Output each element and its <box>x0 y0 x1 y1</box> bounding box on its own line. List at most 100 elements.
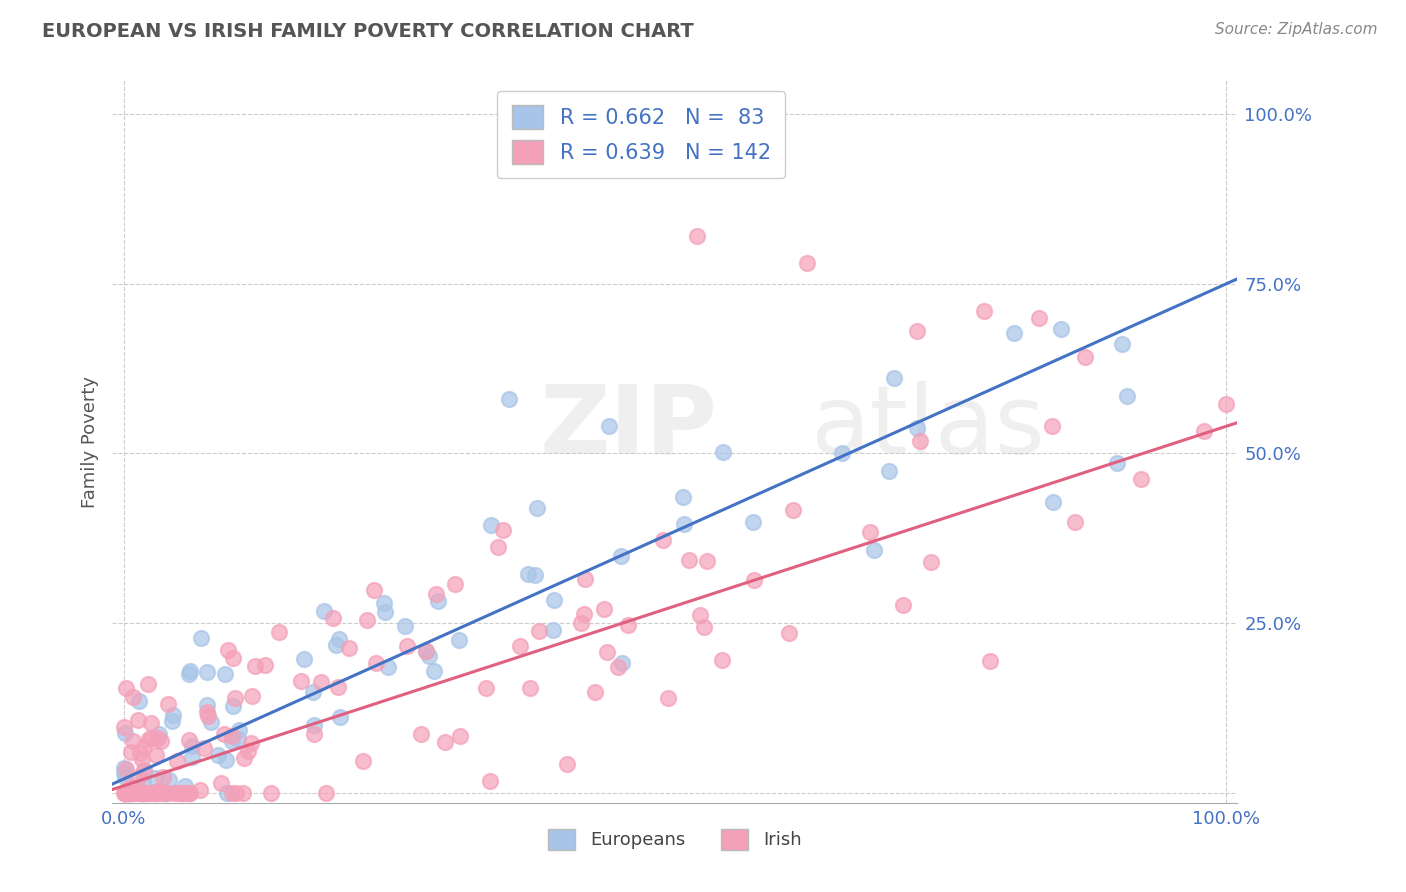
Point <box>132 764 155 779</box>
Point <box>128 746 150 760</box>
Point <box>569 615 592 630</box>
Point <box>302 718 325 732</box>
Point <box>617 618 640 632</box>
Point <box>394 618 416 632</box>
Point <box>232 786 254 800</box>
Point <box>1028 310 1050 325</box>
Point <box>148 731 170 746</box>
Point <box>543 592 565 607</box>
Point <box>138 732 160 747</box>
Point <box>131 786 153 800</box>
Point <box>444 577 467 591</box>
Point <box>221 786 243 800</box>
Point <box>377 660 399 674</box>
Point <box>114 726 136 740</box>
Point <box>132 763 155 777</box>
Point <box>128 694 150 708</box>
Point <box>190 631 212 645</box>
Point <box>156 698 179 712</box>
Point <box>356 613 378 627</box>
Point <box>128 770 150 784</box>
Point <box>221 733 243 747</box>
Point <box>212 727 235 741</box>
Point <box>517 567 540 582</box>
Point <box>1063 515 1085 529</box>
Point <box>129 786 152 800</box>
Point <box>112 721 135 735</box>
Point <box>169 786 191 800</box>
Point <box>177 666 200 681</box>
Point <box>155 786 177 800</box>
Point <box>122 690 145 704</box>
Point <box>225 786 247 800</box>
Point <box>1002 326 1025 340</box>
Point <box>243 659 266 673</box>
Point <box>131 786 153 800</box>
Point <box>120 745 142 759</box>
Point <box>742 515 765 529</box>
Point <box>574 573 596 587</box>
Point <box>527 624 550 638</box>
Point <box>115 786 138 800</box>
Point <box>149 734 172 748</box>
Point <box>180 739 202 753</box>
Point <box>475 681 498 695</box>
Point <box>214 753 236 767</box>
Point <box>117 786 139 800</box>
Point <box>127 786 149 800</box>
Point <box>177 786 200 800</box>
Point <box>1040 418 1063 433</box>
Point <box>526 501 548 516</box>
Point <box>120 786 142 800</box>
Point <box>395 640 418 654</box>
Point <box>425 587 447 601</box>
Point <box>315 786 337 800</box>
Point <box>710 653 733 667</box>
Point <box>132 773 155 788</box>
Point <box>253 657 276 672</box>
Point <box>177 732 200 747</box>
Point <box>891 598 914 612</box>
Point <box>179 664 201 678</box>
Point <box>157 772 180 787</box>
Point <box>114 786 136 800</box>
Point <box>145 786 167 800</box>
Point <box>1111 337 1133 351</box>
Point <box>134 786 156 800</box>
Point <box>498 392 520 406</box>
Point <box>139 731 162 746</box>
Point <box>166 754 188 768</box>
Text: EUROPEAN VS IRISH FAMILY POVERTY CORRELATION CHART: EUROPEAN VS IRISH FAMILY POVERTY CORRELA… <box>42 22 695 41</box>
Point <box>132 786 155 800</box>
Point <box>374 605 396 619</box>
Point <box>138 677 160 691</box>
Point <box>260 786 283 800</box>
Point <box>312 604 335 618</box>
Point <box>1074 350 1097 364</box>
Point <box>598 419 620 434</box>
Point <box>112 785 135 799</box>
Point <box>652 533 675 547</box>
Point <box>363 583 385 598</box>
Point <box>607 660 630 674</box>
Point <box>152 770 174 784</box>
Point <box>117 786 139 800</box>
Point <box>232 751 254 765</box>
Point <box>145 786 167 800</box>
Point <box>973 304 995 318</box>
Point <box>195 665 218 679</box>
Y-axis label: Family Poverty: Family Poverty <box>80 376 98 508</box>
Point <box>778 626 800 640</box>
Point <box>195 698 218 713</box>
Point <box>121 786 143 800</box>
Point <box>1042 495 1064 509</box>
Point <box>188 782 211 797</box>
Point <box>112 766 135 780</box>
Point <box>209 775 232 789</box>
Point <box>217 786 239 800</box>
Point <box>883 371 905 385</box>
Point <box>411 727 433 741</box>
Point <box>138 786 160 800</box>
Point <box>744 573 766 587</box>
Point <box>148 727 170 741</box>
